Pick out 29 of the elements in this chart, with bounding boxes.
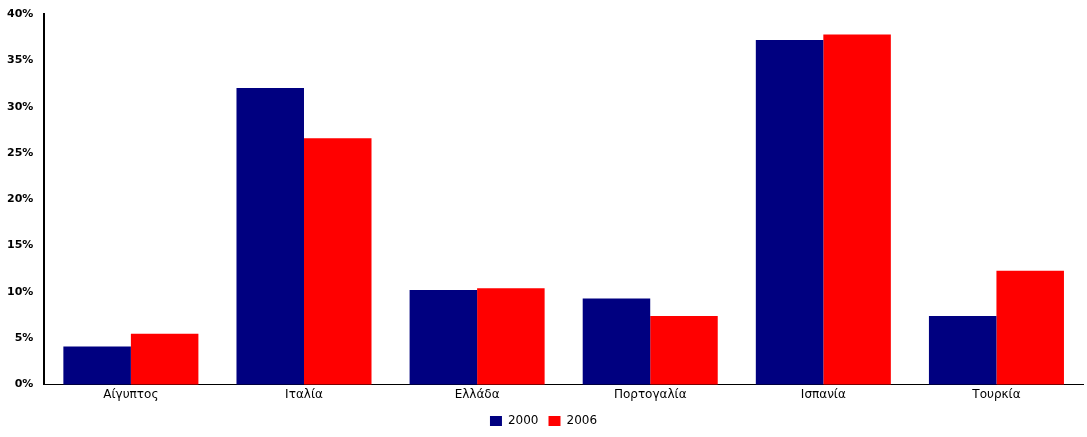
legend-label: 2006 <box>566 413 598 428</box>
y-tick-label: 20% <box>6 192 34 206</box>
x-tick-label: Αίγυπτος <box>103 386 159 401</box>
bar <box>477 288 545 385</box>
bar <box>409 290 478 385</box>
x-tick-label: Ελλάδα <box>454 386 500 401</box>
bar <box>130 333 199 385</box>
bar <box>996 270 1064 385</box>
bar <box>63 346 131 385</box>
legend-label: 2000 <box>507 413 539 428</box>
bar <box>823 34 891 385</box>
bar <box>236 88 304 385</box>
x-tick-label: Ιταλία <box>285 386 323 401</box>
y-tick-label: 15% <box>6 238 34 252</box>
bar <box>928 316 997 385</box>
y-tick-label: 5% <box>14 331 34 345</box>
x-tick-label: Ισπανία <box>800 386 846 401</box>
bar <box>582 298 651 385</box>
x-tick-label: Τουρκία <box>971 386 1021 401</box>
y-tick-label: 35% <box>6 53 34 67</box>
bar <box>650 316 718 385</box>
y-tick-label: 40% <box>6 6 34 20</box>
y-tick-label: 25% <box>6 145 34 159</box>
bar <box>755 39 824 385</box>
y-tick-label: 10% <box>6 284 34 298</box>
bar <box>304 138 372 385</box>
x-tick-label: Πορτογαλία <box>613 386 687 401</box>
y-tick-label: 0% <box>14 377 34 391</box>
y-tick-label: 30% <box>6 99 34 113</box>
